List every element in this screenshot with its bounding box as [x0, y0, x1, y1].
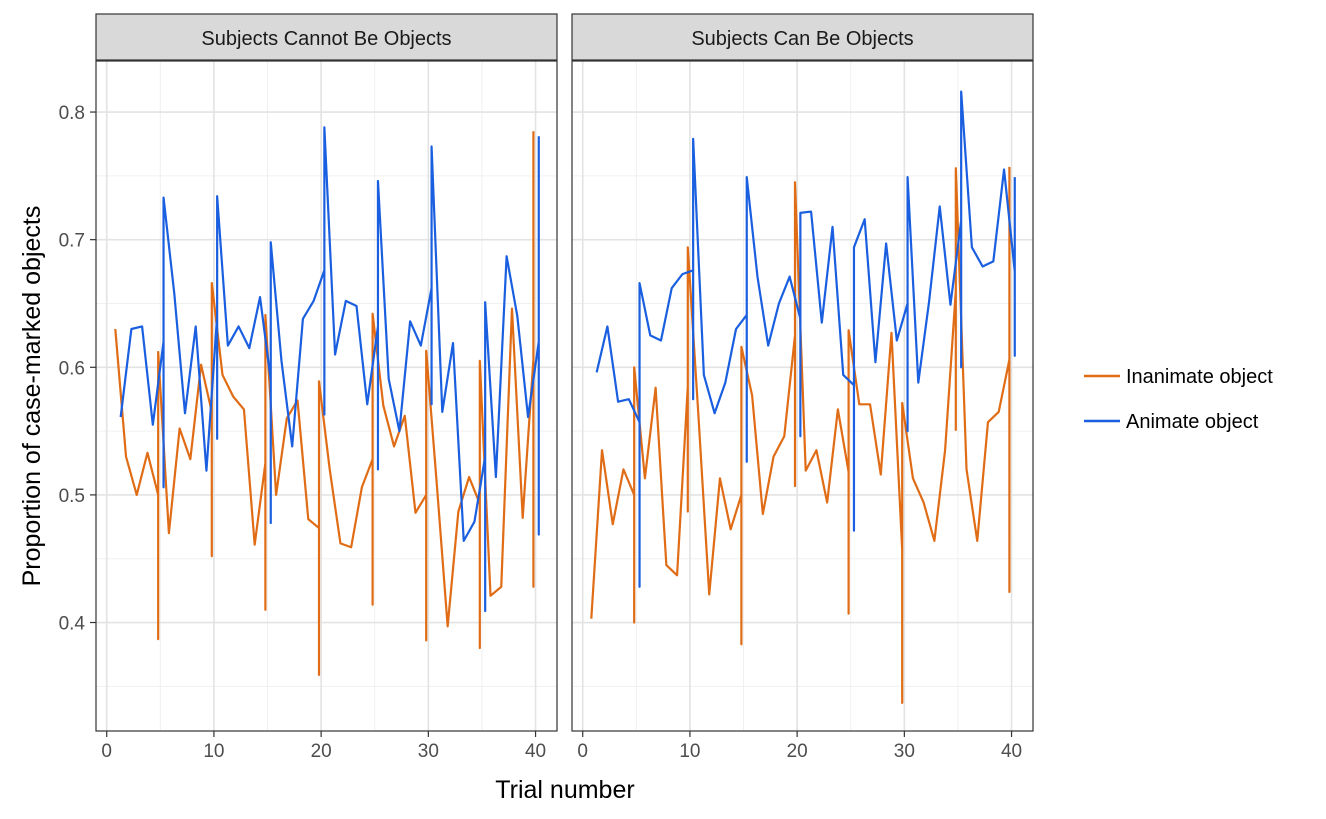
panel-x-axis: 0 10 20 30 40: [101, 731, 546, 762]
panel-border: [571, 60, 1034, 732]
x-tick-label: 10: [679, 741, 700, 762]
facet-panel-subjects-can-be-objects: Subjects Can Be Objects 0 10 20 30 40: [571, 13, 1034, 762]
x-tick-label: 20: [787, 741, 808, 762]
x-tick-label: 40: [1001, 741, 1022, 762]
y-axis: 0.4 0.5 0.6 0.7 0.8: [59, 103, 96, 635]
y-tick-label: 0.5: [59, 486, 85, 507]
x-tick-label: 0: [101, 741, 112, 762]
y-axis-title: Proportion of case-marked objects: [18, 206, 46, 587]
x-tick-label: 0: [577, 741, 588, 762]
facet-strip-label: Subjects Can Be Objects: [691, 28, 913, 50]
y-tick-label: 0.4: [59, 614, 86, 635]
facet-panel-subjects-cannot-be-objects: Subjects Cannot Be Objects 0 10 20 30 40: [95, 13, 558, 762]
x-tick-label: 40: [525, 741, 546, 762]
legend: Inanimate object Animate object: [1084, 366, 1273, 433]
legend-label-inanimate-object: Inanimate object: [1126, 366, 1273, 388]
panel-x-axis: 0 10 20 30 40: [577, 731, 1022, 762]
facet-strip-background: [95, 13, 558, 61]
y-tick-label: 0.7: [59, 231, 85, 252]
legend-label-animate-object: Animate object: [1126, 411, 1259, 433]
panel-border: [95, 60, 558, 732]
facet-strip-label: Subjects Cannot Be Objects: [201, 28, 451, 50]
series-line-animate-object: [595, 90, 1016, 588]
x-tick-label: 10: [203, 741, 224, 762]
panel-gridlines: [96, 61, 557, 731]
series-line-animate-object: [119, 126, 540, 613]
facet-strip-background: [571, 13, 1034, 61]
x-tick-label: 20: [311, 741, 332, 762]
panel-series: [590, 90, 1016, 705]
x-tick-label: 30: [418, 741, 439, 762]
y-tick-label: 0.6: [59, 358, 85, 379]
x-tick-label: 30: [894, 741, 915, 762]
panel-series: [114, 126, 540, 676]
x-axis-title: Trial number: [495, 776, 634, 804]
y-tick-label: 0.8: [59, 103, 85, 124]
